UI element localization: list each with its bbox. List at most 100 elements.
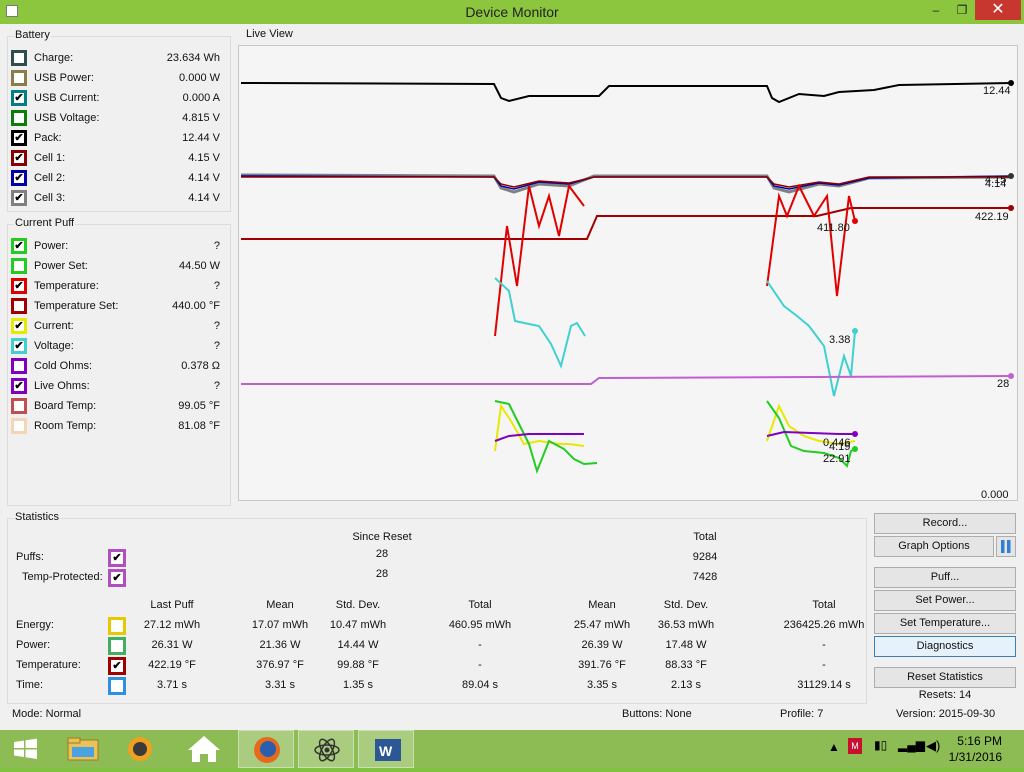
battery-group: Battery Charge: 23.634 Wh USB Power: 0.000 … bbox=[7, 29, 231, 212]
puff-checkbox[interactable]: ✔ bbox=[11, 318, 27, 334]
stats-cell: - bbox=[478, 639, 482, 651]
taskbar-fl-studio[interactable] bbox=[112, 730, 168, 768]
stats-row-checkbox[interactable] bbox=[108, 637, 126, 655]
puff-checkbox[interactable]: ✔ bbox=[11, 338, 27, 354]
trace-line bbox=[766, 400, 856, 468]
battery-label: Charge: bbox=[34, 52, 74, 64]
status-mode: Mode: Normal bbox=[12, 708, 82, 720]
window-title: Device Monitor bbox=[465, 4, 559, 20]
battery-label: Pack: bbox=[34, 132, 62, 144]
puff-button[interactable]: Puff... bbox=[874, 567, 1016, 588]
battery-checkbox[interactable] bbox=[11, 110, 27, 126]
taskbar-file-explorer[interactable] bbox=[56, 730, 112, 768]
maximize-button[interactable]: ❐ bbox=[956, 3, 968, 17]
puffs-label: Puffs: bbox=[16, 551, 44, 563]
puff-row: ✔ Voltage:? bbox=[8, 337, 228, 354]
clock-time[interactable]: 5:16 PM bbox=[957, 734, 1002, 748]
puff-label: Live Ohms: bbox=[34, 380, 90, 392]
set-temperature-button[interactable]: Set Temperature... bbox=[874, 613, 1016, 634]
battery-value: 4.815 V bbox=[182, 112, 220, 124]
trace-value-label: 4.15 bbox=[985, 174, 1006, 186]
stats-cell: 26.31 W bbox=[151, 639, 193, 651]
stats-cell: 3.71 s bbox=[157, 679, 187, 691]
current-puff-group-title: Current Puff bbox=[14, 217, 76, 229]
stats-row-checkbox[interactable] bbox=[108, 677, 126, 695]
puff-checkbox[interactable]: ✔ bbox=[11, 278, 27, 294]
stats-column-header: Std. Dev. bbox=[663, 599, 709, 611]
reset-statistics-button[interactable]: Reset Statistics bbox=[874, 667, 1016, 688]
stats-row-label: Power: bbox=[16, 639, 51, 651]
trace-end-marker bbox=[1008, 373, 1014, 379]
close-button[interactable]: ✕ bbox=[975, 0, 1021, 20]
puff-row: Temperature Set: 440.00 °F bbox=[8, 297, 228, 314]
puff-checkbox[interactable] bbox=[11, 398, 27, 414]
trace-value-label: 28 bbox=[997, 378, 1009, 390]
puff-row: ✔ Current:? bbox=[8, 317, 228, 334]
home-icon bbox=[188, 736, 220, 762]
network-icon[interactable]: ▂▄▆ bbox=[898, 738, 925, 752]
stats-row-checkbox[interactable] bbox=[108, 617, 126, 635]
pause-button[interactable] bbox=[996, 536, 1016, 557]
stats-cell: 26.39 W bbox=[581, 639, 623, 651]
puff-value: ? bbox=[213, 380, 220, 392]
trace-end-marker bbox=[852, 446, 858, 452]
puff-checkbox[interactable]: ✔ bbox=[11, 238, 27, 254]
trace-value-label: 3.38 bbox=[829, 334, 850, 346]
set-power-button[interactable]: Set Power... bbox=[874, 590, 1016, 611]
record-button[interactable]: Record... bbox=[874, 513, 1016, 534]
puff-checkbox[interactable]: ✔ bbox=[11, 378, 27, 394]
puffs-checkbox[interactable]: ✔ bbox=[108, 549, 126, 567]
show-hidden-icons[interactable]: ▲ bbox=[828, 740, 840, 754]
battery-checkbox[interactable]: ✔ bbox=[11, 150, 27, 166]
stats-cell: 36.53 mWh bbox=[657, 619, 715, 631]
start-button[interactable] bbox=[0, 730, 56, 768]
stats-row-checkbox[interactable]: ✔ bbox=[108, 657, 126, 675]
stats-cell: 17.48 W bbox=[665, 639, 707, 651]
fl-studio-icon bbox=[128, 737, 152, 761]
current-puff-group: Current Puff ✔ Power:? Power Set: 44.50 W ✔ T… bbox=[7, 217, 231, 506]
battery-checkbox[interactable] bbox=[11, 70, 27, 86]
battery-checkbox[interactable]: ✔ bbox=[11, 190, 27, 206]
trace-line bbox=[766, 430, 855, 437]
puff-checkbox[interactable] bbox=[11, 418, 27, 434]
mcafee-icon[interactable]: M bbox=[848, 738, 862, 754]
puff-row: Cold Ohms: 0.378 Ω bbox=[8, 357, 228, 374]
taskbar-home[interactable] bbox=[176, 730, 232, 768]
taskbar-word[interactable]: W bbox=[358, 730, 414, 768]
battery-row: ✔ Cell 3: 4.14 V bbox=[8, 189, 228, 206]
battery-checkbox[interactable]: ✔ bbox=[11, 170, 27, 186]
battery-checkbox[interactable] bbox=[11, 50, 27, 66]
battery-checkbox[interactable]: ✔ bbox=[11, 130, 27, 146]
temp-protected-checkbox[interactable]: ✔ bbox=[108, 569, 126, 587]
puff-checkbox[interactable] bbox=[11, 258, 27, 274]
diagnostics-button[interactable]: Diagnostics bbox=[874, 636, 1016, 657]
puff-value: ? bbox=[213, 340, 220, 352]
volume-icon[interactable]: ◀) bbox=[926, 738, 941, 753]
stats-cell: 391.76 °F bbox=[578, 659, 626, 671]
live-view-graph[interactable]: 12.44 4.15 4.14 422.19 411.80 3.38 28 0.446 4.19… bbox=[238, 45, 1018, 502]
stats-cell: 99.88 °F bbox=[337, 659, 379, 671]
puff-checkbox[interactable] bbox=[11, 358, 27, 374]
stats-cell: 89.04 s bbox=[461, 679, 499, 691]
stats-cell: 27.12 mWh bbox=[143, 619, 201, 631]
stats-cell: - bbox=[822, 659, 826, 671]
puff-checkbox[interactable] bbox=[11, 298, 27, 314]
power-icon[interactable]: ▮▯ bbox=[874, 738, 888, 752]
temp-protected-label: Temp-Protected: bbox=[22, 571, 103, 583]
graph-options-button[interactable]: Graph Options bbox=[874, 536, 994, 557]
stats-cell: 14.44 W bbox=[337, 639, 379, 651]
stats-cell: 422.19 °F bbox=[148, 659, 196, 671]
battery-checkbox[interactable]: ✔ bbox=[11, 90, 27, 106]
trace-end-marker bbox=[852, 431, 858, 437]
clock-date[interactable]: 1/31/2016 bbox=[948, 750, 1002, 764]
stats-cell: 31129.14 s bbox=[797, 679, 851, 691]
minimize-button[interactable]: – bbox=[932, 3, 940, 17]
resets-count: Resets: 14 bbox=[918, 689, 972, 701]
taskbar-firefox[interactable] bbox=[238, 730, 294, 768]
battery-label: Cell 2: bbox=[34, 172, 66, 184]
trace-value-label: 422.19 bbox=[975, 211, 1009, 223]
taskbar-device-monitor[interactable] bbox=[298, 730, 354, 768]
app-icon[interactable] bbox=[6, 5, 18, 17]
puff-row: ✔ Live Ohms:? bbox=[8, 377, 228, 394]
live-view-title: Live View bbox=[245, 28, 294, 40]
